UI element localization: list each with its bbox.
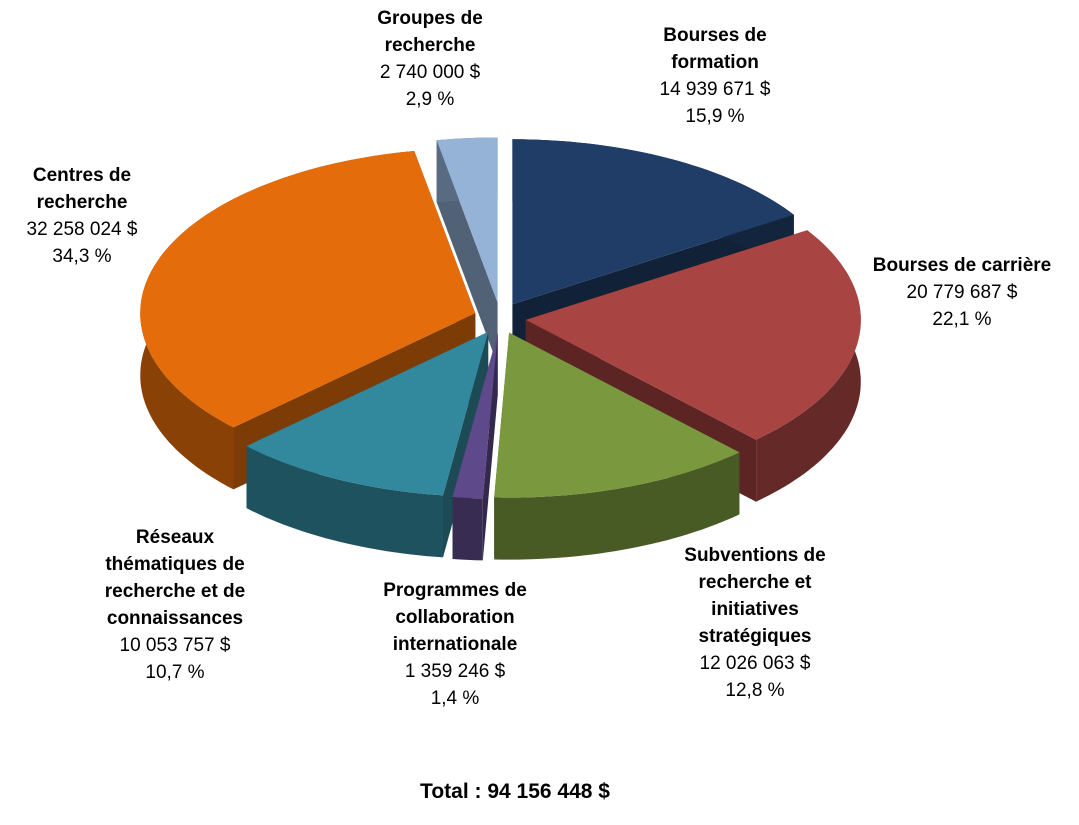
slice-label: Centres de recherche 32 258 024 $ 34,3 % <box>7 162 157 270</box>
slice-label: Programmes de collaboration internationa… <box>355 577 555 712</box>
slice-label: Bourses de formation 14 939 671 $ 15,9 % <box>640 22 790 130</box>
slice <box>525 230 861 440</box>
category-label: Réseaux thématiques de recherche et de c… <box>104 527 246 629</box>
value-label: 2 740 000 $ <box>379 62 481 83</box>
slice-label: Groupes de recherche 2 740 000 $ 2,9 % <box>360 5 500 113</box>
category-label: Bourses de formation <box>663 25 767 73</box>
value-label: 10 053 757 $ <box>119 635 231 656</box>
slice-wall <box>494 452 740 560</box>
slice <box>246 331 489 496</box>
percent-label: 34,3 % <box>52 246 112 267</box>
slice-label: Réseaux thématiques de recherche et de c… <box>80 524 270 686</box>
value-label: 20 779 687 $ <box>906 282 1018 303</box>
category-label: Bourses de carrière <box>872 255 1052 276</box>
value-label: 14 939 671 $ <box>659 79 771 100</box>
slice <box>436 137 498 303</box>
slice <box>494 332 740 498</box>
category-label: Centres de recherche <box>32 165 132 213</box>
percent-label: 22,1 % <box>932 309 992 330</box>
value-label: 32 258 024 $ <box>26 219 138 240</box>
slice <box>452 333 498 499</box>
total-label: Total : 94 156 448 $ <box>420 780 610 803</box>
slice-label: Bourses de carrière 20 779 687 $ 22,1 % <box>847 252 1077 333</box>
percent-label: 15,9 % <box>685 106 745 127</box>
percent-label: 1,4 % <box>430 688 480 709</box>
percent-label: 10,7 % <box>145 662 205 683</box>
category-label: Subventions de recherche et initiatives … <box>684 545 826 647</box>
value-label: 12 026 063 $ <box>699 653 811 674</box>
slice-wall <box>452 497 483 561</box>
category-label: Programmes de collaboration internationa… <box>383 580 527 655</box>
slice <box>140 151 476 428</box>
value-label: 1 359 246 $ <box>404 661 506 682</box>
percent-label: 12,8 % <box>725 680 785 701</box>
slice-label: Subventions de recherche et initiatives … <box>655 542 855 704</box>
slice <box>512 139 794 305</box>
percent-label: 2,9 % <box>405 89 455 110</box>
slice-wall <box>246 446 443 558</box>
category-label: Groupes de recherche <box>377 8 483 56</box>
